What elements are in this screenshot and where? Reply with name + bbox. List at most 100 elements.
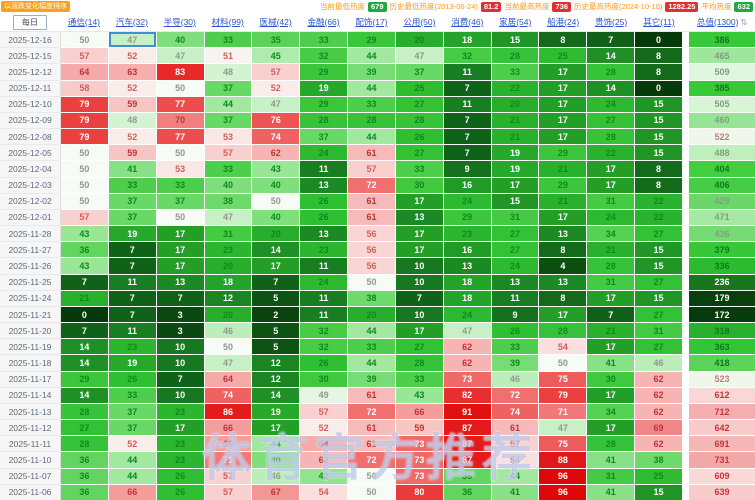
heat-cell[interactable]: 13: [300, 177, 349, 194]
heat-cell[interactable]: 13: [395, 209, 444, 227]
heat-cell[interactable]: 43: [395, 387, 444, 404]
heat-cell[interactable]: 20: [395, 32, 444, 49]
heat-cell[interactable]: 79: [61, 112, 109, 130]
heat-cell[interactable]: 51: [204, 48, 253, 65]
heat-cell[interactable]: 57: [204, 468, 253, 485]
heat-cell[interactable]: 82: [443, 387, 492, 404]
heat-cell[interactable]: 8: [539, 32, 588, 49]
heat-cell[interactable]: 64: [204, 371, 253, 388]
heat-cell[interactable]: 46: [252, 468, 301, 485]
heat-cell[interactable]: 38: [635, 452, 683, 469]
heat-cell[interactable]: 26: [300, 193, 349, 210]
heat-cell[interactable]: 50: [61, 177, 109, 194]
heat-cell[interactable]: 24: [587, 96, 636, 113]
heat-cell[interactable]: 28: [348, 112, 396, 130]
heat-cell[interactable]: 10: [395, 274, 444, 291]
heat-cell[interactable]: 61: [491, 420, 540, 437]
heat-cell[interactable]: 40: [204, 177, 253, 194]
heat-cell[interactable]: 7: [587, 32, 636, 49]
column-header-1[interactable]: 通信(14): [67, 17, 101, 27]
heat-cell[interactable]: 11: [443, 64, 492, 81]
heat-cell[interactable]: 50: [156, 80, 205, 97]
total-cell[interactable]: 488: [689, 145, 755, 162]
heat-cell[interactable]: 40: [252, 452, 301, 469]
heat-cell[interactable]: 39: [491, 355, 540, 372]
heat-cell[interactable]: 69: [635, 420, 683, 437]
heat-cell[interactable]: 41: [587, 452, 636, 469]
heat-cell[interactable]: 32: [300, 48, 349, 65]
total-cell[interactable]: 336: [689, 258, 755, 275]
heat-cell[interactable]: 27: [395, 145, 444, 162]
heat-cell[interactable]: 33: [348, 339, 396, 356]
heat-cell[interactable]: 11: [443, 96, 492, 113]
total-cell[interactable]: 639: [689, 484, 755, 500]
heat-cell[interactable]: 19: [252, 403, 301, 421]
heat-cell[interactable]: 48: [204, 64, 253, 81]
heat-cell[interactable]: 17: [395, 193, 444, 210]
heat-cell[interactable]: 7: [395, 290, 444, 307]
heat-cell[interactable]: 14: [61, 339, 109, 356]
heat-cell[interactable]: 40: [252, 209, 301, 227]
heat-cell[interactable]: 37: [108, 403, 157, 421]
total-cell[interactable]: 465: [689, 48, 755, 65]
heat-cell[interactable]: 48: [108, 112, 157, 130]
heat-cell[interactable]: 37: [108, 209, 157, 227]
heat-cell[interactable]: 4: [539, 258, 588, 275]
heat-cell[interactable]: 57: [61, 48, 109, 65]
heat-cell[interactable]: 42: [300, 468, 349, 485]
heat-cell[interactable]: 40: [156, 32, 205, 49]
heat-cell[interactable]: 20: [252, 226, 301, 243]
heat-cell[interactable]: 31: [491, 209, 540, 227]
sort-icon[interactable]: ⇅: [740, 17, 748, 27]
heat-cell[interactable]: 7: [252, 274, 301, 291]
heat-cell[interactable]: 20: [348, 306, 396, 324]
heat-cell[interactable]: 11: [300, 306, 349, 324]
heat-cell[interactable]: 79: [539, 387, 588, 404]
heat-cell[interactable]: 91: [443, 403, 492, 421]
total-cell[interactable]: 363: [689, 339, 755, 356]
heat-cell[interactable]: 57: [204, 145, 253, 162]
heat-cell[interactable]: 50: [539, 355, 588, 372]
heat-cell[interactable]: 0: [61, 306, 109, 324]
heat-cell[interactable]: 26: [156, 468, 205, 485]
heat-cell[interactable]: 24: [587, 209, 636, 227]
heat-cell[interactable]: 67: [252, 484, 301, 500]
heat-cell[interactable]: 23: [156, 403, 205, 421]
heat-cell[interactable]: 29: [443, 209, 492, 227]
heat-cell[interactable]: 41: [587, 484, 636, 500]
heat-cell[interactable]: 45: [252, 48, 301, 65]
heat-cell[interactable]: 7: [443, 112, 492, 130]
heat-cell[interactable]: 28: [395, 112, 444, 130]
heat-cell[interactable]: 7: [443, 145, 492, 162]
heat-cell[interactable]: 73: [395, 436, 444, 453]
heat-cell[interactable]: 38: [204, 193, 253, 210]
heat-cell[interactable]: 20: [204, 258, 253, 275]
heat-cell[interactable]: 31: [587, 193, 636, 210]
heat-cell[interactable]: 17: [252, 258, 301, 275]
heat-cell[interactable]: 72: [491, 387, 540, 404]
heat-cell[interactable]: 61: [348, 420, 396, 437]
heat-cell[interactable]: 28: [61, 403, 109, 421]
column-header-13[interactable]: 其它(11): [643, 17, 675, 27]
total-cell[interactable]: 471: [689, 209, 755, 227]
heat-cell[interactable]: 23: [156, 452, 205, 469]
heat-cell[interactable]: 17: [156, 258, 205, 275]
heat-cell[interactable]: 75: [539, 371, 588, 388]
heat-cell[interactable]: 17: [539, 80, 588, 97]
heat-cell[interactable]: 36: [61, 242, 109, 259]
heat-cell[interactable]: 3: [156, 306, 205, 324]
heat-cell[interactable]: 17: [491, 177, 540, 194]
heat-cell[interactable]: 17: [587, 290, 636, 307]
heat-cell[interactable]: 80: [395, 484, 444, 500]
heat-cell[interactable]: 17: [587, 177, 636, 194]
heat-cell[interactable]: 44: [252, 436, 301, 453]
heat-cell[interactable]: 73: [443, 371, 492, 388]
heat-cell[interactable]: 17: [156, 226, 205, 243]
heat-cell[interactable]: 46: [491, 371, 540, 388]
total-cell[interactable]: 429: [689, 193, 755, 210]
column-header-5[interactable]: 医械(42): [259, 17, 292, 27]
heat-cell[interactable]: 21: [587, 242, 636, 259]
heat-cell[interactable]: 36: [61, 484, 109, 500]
heat-cell[interactable]: 11: [108, 274, 157, 291]
heat-cell[interactable]: 28: [539, 323, 588, 340]
